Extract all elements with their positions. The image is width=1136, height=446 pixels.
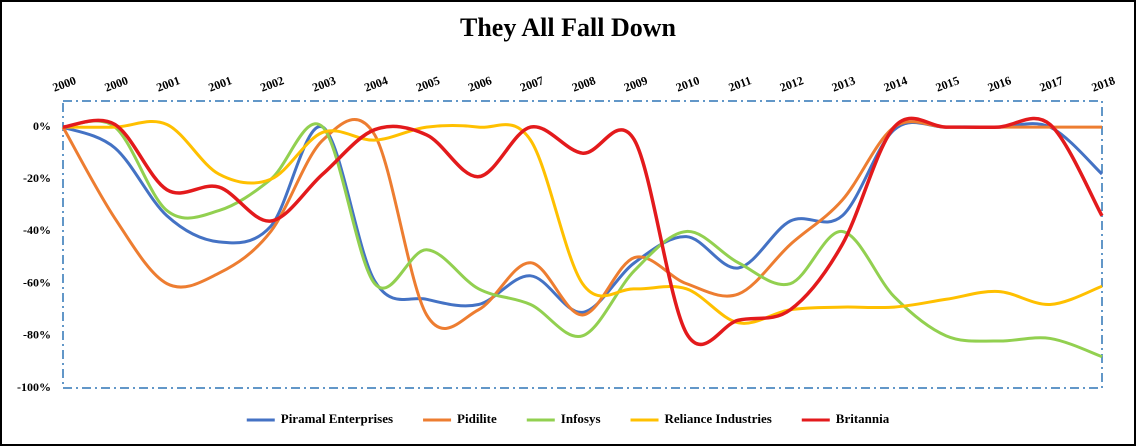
plot-border — [62, 100, 1103, 389]
y-tick-label: 0% — [33, 119, 51, 133]
series-line — [62, 116, 1104, 347]
series-line — [62, 120, 1103, 325]
legend-label: Infosys — [561, 411, 601, 426]
y-tick-label: -20% — [23, 171, 51, 185]
legend-label: Piramal Enterprises — [281, 411, 393, 426]
y-tick-label: -100% — [17, 380, 51, 394]
y-tick-label: -80% — [23, 328, 51, 342]
legend-label: Britannia — [836, 411, 890, 426]
legend: Piramal Enterprises Pidilite Infosys Relian… — [246, 411, 890, 426]
series-line — [62, 119, 1103, 359]
y-tick-label: -60% — [23, 275, 51, 289]
legend-label: Reliance Industries — [665, 411, 772, 426]
y-tick-label: -40% — [23, 223, 51, 237]
chart-title: They All Fall Down — [460, 13, 677, 42]
legend-label: Pidilite — [457, 411, 497, 426]
